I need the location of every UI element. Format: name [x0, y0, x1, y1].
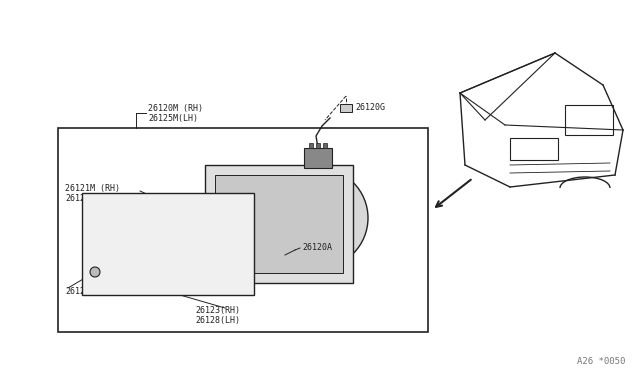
- Text: 26126M(LH): 26126M(LH): [65, 195, 115, 203]
- Bar: [215, 175, 343, 273]
- Bar: [58, 128, 428, 332]
- Circle shape: [90, 267, 100, 277]
- Bar: [316, 143, 320, 148]
- Bar: [309, 143, 313, 148]
- Text: 26120A: 26120A: [302, 244, 332, 253]
- Bar: [323, 143, 327, 148]
- Text: A26 *0050: A26 *0050: [577, 357, 625, 366]
- Text: 26120G: 26120G: [355, 103, 385, 112]
- Circle shape: [308, 208, 328, 228]
- Text: 26120J: 26120J: [65, 288, 95, 296]
- Bar: [205, 165, 353, 283]
- Circle shape: [291, 190, 346, 246]
- Bar: [510, 138, 558, 160]
- Bar: [340, 104, 352, 112]
- Bar: [565, 105, 613, 135]
- Circle shape: [268, 168, 368, 268]
- Bar: [82, 193, 254, 295]
- Text: 26125M(LH): 26125M(LH): [148, 115, 198, 124]
- Text: 26120M (RH): 26120M (RH): [148, 103, 203, 112]
- Text: 26128(LH): 26128(LH): [195, 317, 240, 326]
- Text: 26121M (RH): 26121M (RH): [65, 183, 120, 192]
- Text: 26123(RH): 26123(RH): [195, 305, 240, 314]
- Bar: [304, 148, 332, 168]
